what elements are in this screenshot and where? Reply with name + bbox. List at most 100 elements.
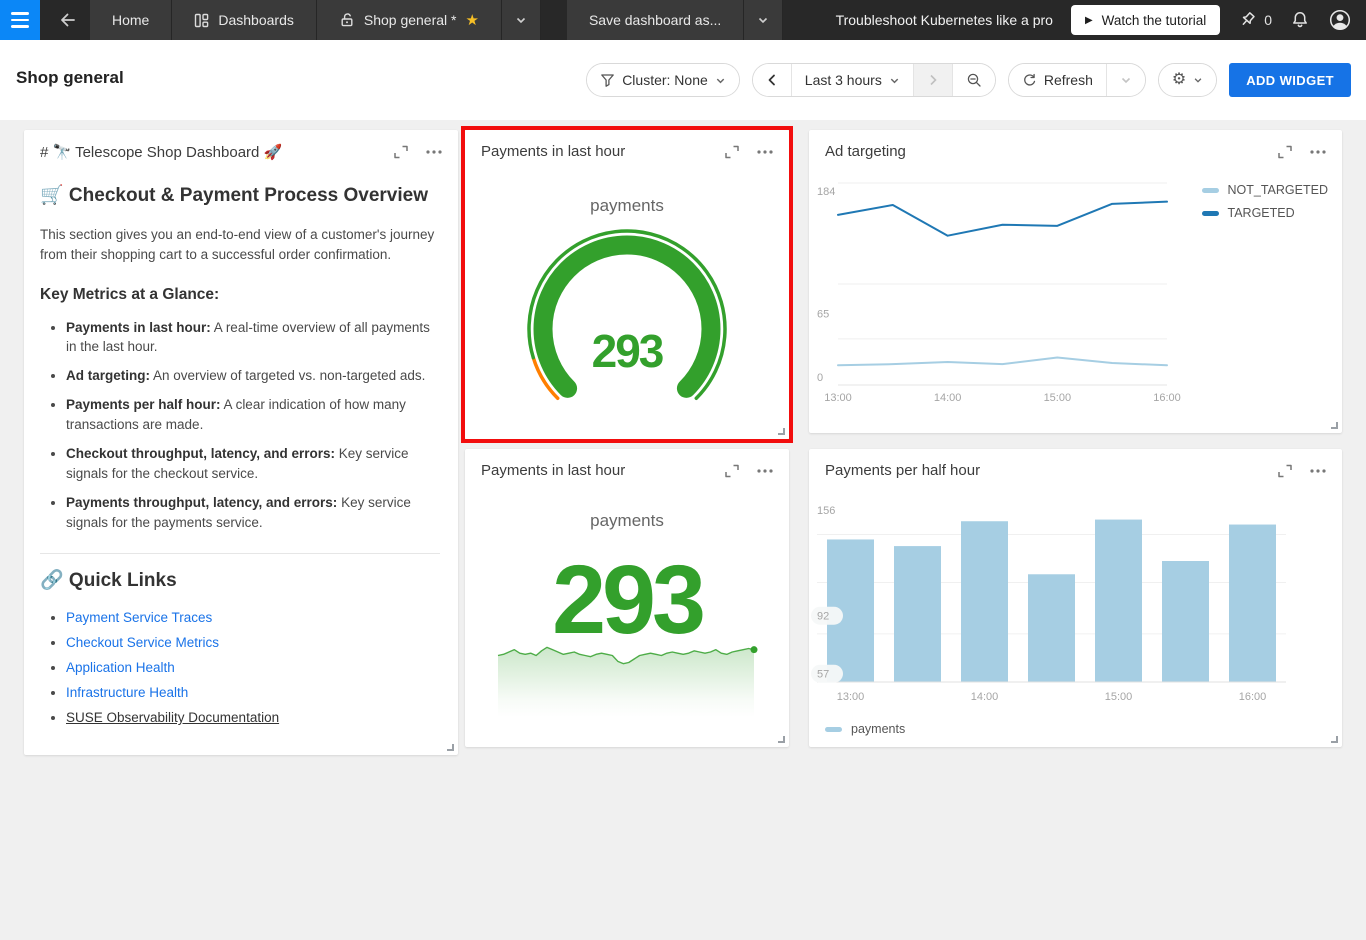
svg-text:16:00: 16:00 [1153,392,1181,404]
resize-handle[interactable] [1331,736,1338,743]
refresh-button[interactable]: Refresh [1008,64,1106,96]
link-infrastructure-health[interactable]: Infrastructure Health [66,685,189,701]
metric-name-label: payments [590,511,664,530]
chart-legend: NOT_TARGETED TARGETED [1201,183,1328,220]
save-dashboard-as-button[interactable]: Save dashboard as... [566,0,745,40]
svg-text:65: 65 [817,309,829,321]
payments-gauge-chart: 293 [527,229,727,401]
watch-tutorial-button[interactable]: ▶ Watch the tutorial [1070,5,1221,35]
gear-icon: ⚙ [1171,71,1187,88]
user-menu-button[interactable] [1328,8,1352,32]
widget-menu-button[interactable] [426,150,442,154]
avatar-icon [1329,9,1351,31]
widget-title: Ad targeting [825,143,906,160]
chevron-down-icon [759,17,768,24]
expand-widget-button[interactable] [1278,464,1292,478]
back-arrow-icon [61,13,75,27]
link-suse-observability-docs[interactable]: SUSE Observability Documentation [66,710,280,726]
chevron-down-icon [716,78,725,83]
legend-label: NOT_TARGETED [1227,183,1328,197]
expand-widget-button[interactable] [394,145,408,159]
resize-handle[interactable] [778,736,785,743]
save-dashboard-menu-button[interactable] [744,0,784,40]
svg-text:156: 156 [817,505,835,517]
markdown-heading: 🛒 Checkout & Payment Process Overview [40,185,428,206]
tab-home[interactable]: Home [90,0,173,40]
cluster-filter: Cluster: None [586,63,740,97]
page-header: Shop general Cluster: None Last 3 hours [0,40,1366,120]
link-application-health[interactable]: Application Health [66,660,175,676]
svg-text:16:00: 16:00 [1239,691,1267,703]
widget-payments-number: Payments in last hour payments 293 [465,449,789,747]
list-item: SUSE Observability Documentation [66,710,440,725]
metrics-list: Payments in last hour: A real-time overv… [40,318,440,534]
bell-icon [1293,12,1307,28]
metric-name-label: payments [590,196,664,215]
pin-count: 0 [1264,12,1272,28]
expand-icon [725,464,739,477]
tab-dashboards-label: Dashboards [218,12,294,28]
metric-value: 293 [552,545,706,654]
markdown-content: 🛒 Checkout & Payment Process Overview Th… [24,161,458,725]
save-dashboard-as-label: Save dashboard as... [588,12,722,28]
chevron-right-icon [930,74,937,86]
svg-text:293: 293 [592,325,663,377]
watch-tutorial-label: Watch the tutorial [1101,12,1207,28]
chevron-down-icon [1121,77,1130,84]
list-item: Payments per half hour: A clear indicati… [66,395,440,435]
favorite-star-icon[interactable]: ★ [465,12,479,29]
refresh-control: Refresh [1007,63,1146,97]
expand-widget-button[interactable] [725,464,739,478]
time-range-button[interactable]: Last 3 hours [790,64,913,96]
link-checkout-service-metrics[interactable]: Checkout Service Metrics [66,635,220,651]
widget-payments-gauge: Payments in last hour payments 293 [465,130,789,439]
ad-targeting-line-chart: 184 65 013:00 14:00 15:00 16:00 [817,182,1181,404]
resize-handle[interactable] [778,428,785,435]
expand-widget-button[interactable] [725,145,739,159]
hamburger-menu-button[interactable] [0,0,40,40]
svg-text:92: 92 [817,611,829,623]
resize-handle[interactable] [447,744,454,751]
chevron-down-icon [1194,78,1202,83]
widget-title: Payments in last hour [481,462,626,479]
widget-menu-button[interactable] [1310,149,1326,154]
resize-handle[interactable] [1331,422,1338,429]
highlighted-widget-outline: Payments in last hour payments 293 [461,126,793,443]
time-zoom-out-button[interactable] [951,64,995,96]
tab-current-dashboard[interactable]: Shop general * ★ [316,0,502,40]
svg-text:15:00: 15:00 [1105,691,1133,703]
legend-label: payments [851,722,906,736]
expand-icon [394,145,408,159]
kebab-menu-icon [757,468,773,473]
tab-dashboards[interactable]: Dashboards [172,0,317,40]
dashboard-tab-menu-button[interactable] [501,0,541,40]
top-navbar: Home Dashboards Shop general * ★ [0,0,1366,40]
link-payment-service-traces[interactable]: Payment Service Traces [66,610,213,626]
widget-menu-button[interactable] [757,468,773,473]
dashboard-tab-bar: Home Dashboards Shop general * ★ [90,0,541,40]
dashboard-settings-button[interactable]: ⚙ [1158,64,1217,96]
legend-item-not-targeted[interactable]: NOT_TARGETED [1201,183,1328,197]
time-back-button[interactable] [752,64,791,96]
pinned-items-button[interactable]: 0 [1238,10,1272,30]
legend-item-payments[interactable]: payments [825,722,905,736]
widget-menu-button[interactable] [1310,468,1326,473]
time-forward-button[interactable] [912,64,952,96]
notifications-button[interactable] [1290,10,1310,30]
expand-icon [725,145,739,158]
widget-menu-button[interactable] [757,149,773,154]
kebab-menu-icon [1310,149,1326,154]
kebab-menu-icon [757,149,773,154]
tab-home-label: Home [112,12,150,28]
cluster-filter-button[interactable]: Cluster: None [587,64,739,96]
svg-text:14:00: 14:00 [971,691,999,703]
legend-swatch [1201,210,1219,216]
widget-markdown: # 🔭 Telescope Shop Dashboard 🚀 🛒 Checkou… [24,130,458,755]
expand-widget-button[interactable] [1278,145,1292,159]
dashboard-grid: # 🔭 Telescope Shop Dashboard 🚀 🛒 Checkou… [0,120,1366,940]
add-widget-button[interactable]: ADD WIDGET [1229,63,1351,97]
refresh-interval-button[interactable] [1105,64,1145,96]
legend-item-targeted[interactable]: TARGETED [1201,206,1328,220]
back-button[interactable] [48,0,88,40]
